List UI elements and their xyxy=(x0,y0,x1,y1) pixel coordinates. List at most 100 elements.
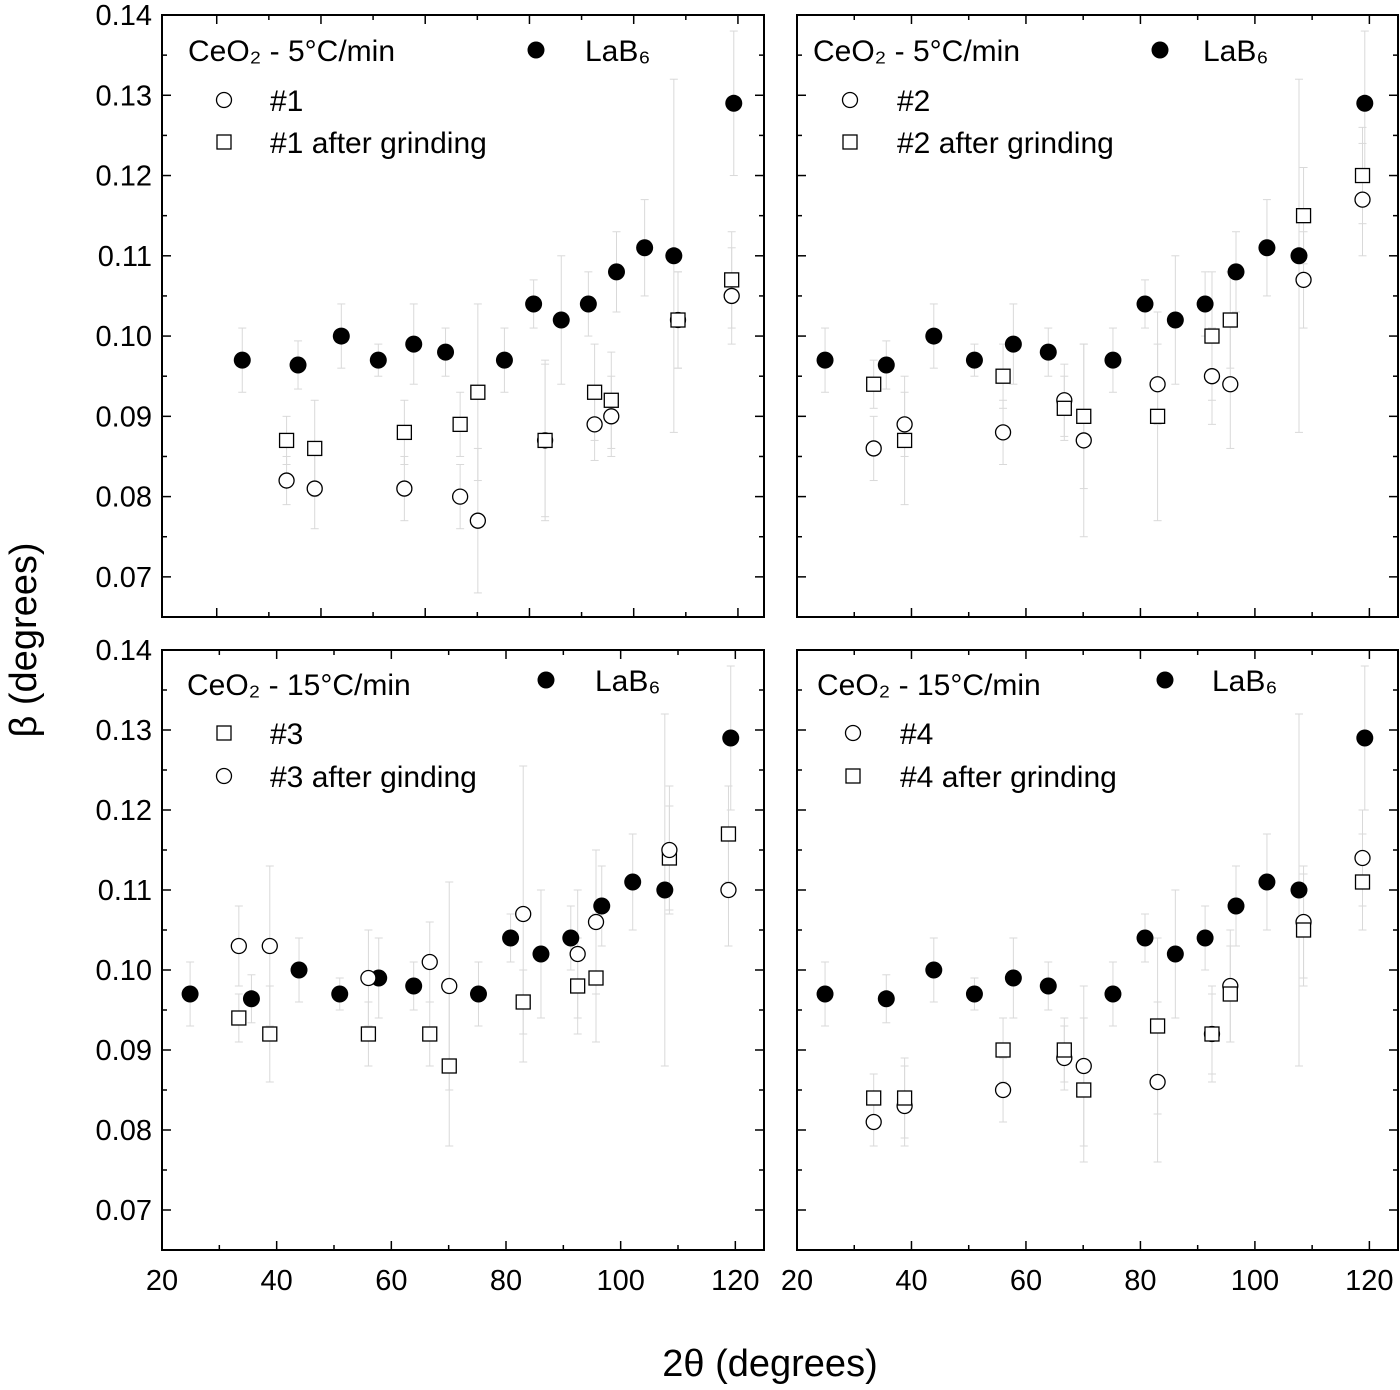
data-point-filled-circle xyxy=(1196,295,1214,313)
data-point-open-circle xyxy=(1075,432,1092,449)
data-point-open-circle xyxy=(230,937,247,955)
data-point-open-circle xyxy=(278,472,295,489)
data-point-open-square xyxy=(603,392,619,408)
legend-marker-open-square xyxy=(216,725,232,741)
data-point-filled-circle xyxy=(816,351,834,369)
data-point-open-square xyxy=(724,272,740,288)
data-point-open-circle xyxy=(451,488,469,505)
x-tick-label: 60 xyxy=(375,1265,407,1297)
panel-2: CeO₂ - 5°C/min LaB₆ #2 #2 after grinding xyxy=(796,14,1399,618)
data-point-open-circle xyxy=(723,287,740,305)
data-point-filled-circle xyxy=(552,311,570,329)
data-point-open-square xyxy=(1056,400,1072,416)
legend-marker-filled-circle xyxy=(1156,671,1174,689)
data-point-filled-circle xyxy=(405,335,423,353)
data-point-open-square xyxy=(262,1026,278,1042)
data-point-open-square xyxy=(1056,1042,1072,1058)
legend-marker-open-circle xyxy=(215,767,233,785)
data-point-open-square xyxy=(866,376,882,392)
data-point-open-square xyxy=(586,384,603,400)
data-point-filled-circle xyxy=(181,985,199,1003)
data-point-filled-circle xyxy=(331,985,349,1003)
y-tick-label: 0.11 xyxy=(98,241,152,273)
data-point-open-circle xyxy=(865,1113,882,1131)
plot-frame xyxy=(161,649,765,1251)
legend-label: #1 after grinding xyxy=(270,127,487,160)
x-tick-label: 80 xyxy=(490,1265,522,1297)
y-tick-label: 0.09 xyxy=(96,1035,152,1067)
data-point-filled-circle xyxy=(1258,873,1276,891)
data-point-filled-circle xyxy=(1166,945,1184,963)
data-point-open-square xyxy=(1295,208,1312,224)
data-point-filled-circle xyxy=(1290,881,1308,899)
data-point-filled-circle xyxy=(1104,351,1122,369)
data-point-filled-circle xyxy=(1004,335,1022,353)
data-point-open-square xyxy=(452,416,468,433)
panel-annotation: CeO₂ - 5°C/min xyxy=(188,35,395,68)
data-point-open-circle xyxy=(396,480,413,497)
legend-marker-open-square xyxy=(216,134,232,150)
data-point-filled-circle xyxy=(877,990,895,1008)
x-tick-label: 100 xyxy=(596,1265,644,1297)
data-point-open-circle xyxy=(720,881,737,899)
x-tick-label: 120 xyxy=(711,1265,759,1297)
data-point-filled-circle xyxy=(925,327,943,345)
x-tick-label: 40 xyxy=(261,1265,293,1297)
data-point-open-square xyxy=(1354,874,1371,890)
data-point-open-square xyxy=(1222,986,1238,1002)
legend-label: #3 xyxy=(270,718,303,751)
legend: CeO₂ - 15°C/min LaB₆ #3 #3 after ginding xyxy=(187,665,660,794)
data-point-filled-circle xyxy=(636,239,654,257)
y-tick-label: 0.10 xyxy=(96,955,152,987)
data-point-filled-circle xyxy=(965,351,983,369)
data-point-open-circle xyxy=(306,480,323,497)
data-point-filled-circle xyxy=(1136,295,1154,313)
data-point-filled-circle xyxy=(1227,897,1245,915)
data-point-filled-circle xyxy=(1039,343,1057,361)
data-point-open-square xyxy=(995,1042,1011,1058)
data-point-open-circle xyxy=(661,841,678,859)
y-tick-label: 0.14 xyxy=(96,0,152,32)
data-point-open-square xyxy=(515,994,531,1010)
data-point-filled-circle xyxy=(1258,239,1276,257)
data-point-open-circle xyxy=(1354,849,1371,867)
legend-label: #3 after ginding xyxy=(270,761,477,794)
y-axis-title: β (degrees) xyxy=(3,542,45,737)
data-point-open-square xyxy=(231,1010,247,1026)
data-point-filled-circle xyxy=(405,977,423,995)
data-point-open-square xyxy=(278,432,295,449)
data-point-open-circle xyxy=(603,408,620,425)
plot-frame xyxy=(161,14,765,618)
data-point-filled-circle xyxy=(1227,263,1245,281)
x-tick-label: 20 xyxy=(146,1265,178,1297)
data-point-open-square xyxy=(1149,1018,1166,1034)
data-point-open-square xyxy=(396,424,413,441)
panel-3: 20 40 60 80 100 120 0.07 0.08 0.09 0.10 0.11 0.12 0.… xyxy=(96,635,765,1297)
legend-label: #2 after grinding xyxy=(897,127,1114,160)
legend-marker-open-circle xyxy=(844,724,862,742)
data-point-filled-circle xyxy=(607,263,625,281)
data-point-filled-circle xyxy=(722,729,740,747)
data-point-open-circle xyxy=(994,1081,1012,1099)
panel-annotation: CeO₂ - 15°C/min xyxy=(817,669,1041,702)
data-point-filled-circle xyxy=(1104,985,1122,1003)
data-point-open-circle xyxy=(261,937,278,955)
legend-label: #4 xyxy=(900,718,933,751)
data-point-open-circle xyxy=(469,512,487,529)
legend-label: LaB₆ xyxy=(1212,665,1277,698)
data-point-open-square xyxy=(670,312,686,328)
data-point-open-square xyxy=(720,826,737,842)
legend-label: LaB₆ xyxy=(595,665,660,698)
x-tick-label: 40 xyxy=(895,1265,927,1297)
data-point-open-circle xyxy=(1075,1057,1092,1075)
data-point-filled-circle xyxy=(965,985,983,1003)
data-point-open-square xyxy=(896,1090,913,1106)
data-point-filled-circle xyxy=(437,343,455,361)
legend-label: #4 after grinding xyxy=(900,761,1117,794)
y-tick-label: 0.09 xyxy=(96,401,152,433)
y-tick-label: 0.12 xyxy=(96,795,152,827)
legend-label: LaB₆ xyxy=(585,35,650,68)
data-point-open-circle xyxy=(1295,271,1312,289)
data-point-open-square xyxy=(1204,1026,1220,1042)
data-point-filled-circle xyxy=(1004,969,1022,987)
